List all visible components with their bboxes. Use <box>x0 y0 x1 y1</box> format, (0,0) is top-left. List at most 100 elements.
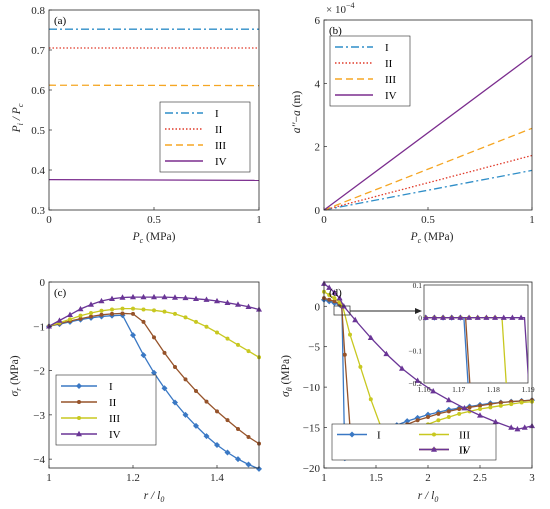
panel-1-ytick-label: 2 <box>315 142 321 154</box>
panel-3-series-2-point <box>498 403 503 408</box>
panel-1-xtick-label: 0 <box>321 214 327 226</box>
inset-series-3-point <box>457 314 464 320</box>
panel-3-series-3-point <box>477 412 483 418</box>
panel-2-series-1-point <box>162 350 167 355</box>
panel-3-legend-label: I <box>377 430 381 442</box>
panel-2-series-2-point <box>204 324 209 329</box>
panel-2-series-3-point <box>203 296 210 302</box>
panel-b-ylabel: a''−a (m) <box>291 91 303 134</box>
panel-3-legend-label: III <box>459 430 470 442</box>
inset-series-3-point <box>483 314 490 320</box>
panel-2-series-1-point <box>183 377 188 382</box>
panel-1-xtick-label: 1 <box>529 214 535 226</box>
panel-2-series-3-point <box>88 301 94 307</box>
panel-1-series-3-line <box>324 54 532 210</box>
panel-2-series-3-point <box>235 301 241 307</box>
panel-2-series-3-point <box>161 293 168 300</box>
panel-3-series-1-point <box>467 405 472 410</box>
panel-3-legend-marker <box>349 431 355 438</box>
panel-3-series-2-point <box>457 411 462 416</box>
panel-2-series-0-point <box>130 332 136 339</box>
panel-3-series-2-point <box>348 332 352 337</box>
panel-2-series-1-point <box>236 427 240 432</box>
panel-3-label: (d) <box>329 287 342 299</box>
panel-0-legend-label: I <box>215 108 219 120</box>
panel-2-series-2-point <box>89 311 93 315</box>
panel-2-series-0-point <box>140 352 147 359</box>
panel-2-series-1-point <box>89 314 93 319</box>
panel-2-series-3-point <box>77 305 84 312</box>
inset-series-3-point <box>492 314 499 320</box>
panel-3-series-1-point <box>415 418 420 423</box>
panel-3-series-1-point <box>332 299 337 304</box>
panel-3-series-2-point <box>368 397 373 402</box>
panel-3-ytick-label: −10 <box>303 382 321 394</box>
panel-3-ytick-label: −5 <box>308 342 320 354</box>
panel-0-series-3-line <box>49 178 259 182</box>
panel-1-series-0-line <box>324 169 532 210</box>
panel-2-series-2-point <box>183 315 188 320</box>
inset-ytick-label: −0.1 <box>408 346 422 355</box>
inset-xtick-label: 1.18 <box>487 385 500 394</box>
panel-2-series-3-point <box>56 317 63 323</box>
zoom-arrow-head <box>415 308 422 314</box>
panel-3-series-3-point <box>508 424 515 430</box>
panel-2-legend-marker <box>77 416 81 420</box>
panel-3-series-2-point <box>358 364 363 369</box>
panel-2-legend-label: III <box>109 413 120 425</box>
panel-2-series-2-point <box>131 306 135 311</box>
panel-3-series-1-point <box>436 411 441 416</box>
panel-3-series-3-point <box>414 377 421 383</box>
inset-xtick-label: 1.17 <box>452 385 465 394</box>
panel-2-series-2-point <box>194 319 198 324</box>
panel-2-series-2-point <box>246 349 251 354</box>
inset-xtick-label: 1.16 <box>417 385 430 394</box>
inset-ytick-label: −0.2 <box>408 379 422 388</box>
panel-3-legend-marker <box>431 446 437 452</box>
panel-2-series-2-point <box>78 313 83 318</box>
panel-1-legend-label: I <box>385 42 389 54</box>
panel-0-xtick-label: 0 <box>46 214 52 226</box>
chart-panel-d: σθ (MPa) r / l0 1 1.5 2 2.5 3 0 −5 −10 −15 −20 (d)… <box>280 280 535 504</box>
inset-series-3-point <box>431 314 438 320</box>
inset-series-3-point <box>509 314 516 320</box>
panel-2-series-2-point <box>225 336 230 341</box>
panel-2-series-2-point <box>152 308 156 313</box>
panel-0-xtick-label: 1 <box>256 214 262 226</box>
panel-b-xlabel: Pc (MPa) <box>410 231 454 245</box>
chart-panel-c: σr (MPa) r / l0 1 1.2 1.40−1−2−3−4(c)IIIII… <box>9 277 262 504</box>
panel-3-series-2-point <box>327 292 332 297</box>
panel-2-legend-label: I <box>109 381 113 393</box>
panel-2-series-3-point <box>140 293 147 300</box>
panel-c-xlabel: r / l0 <box>144 490 165 504</box>
panel-2-series-0-point <box>214 441 220 448</box>
panel-0-ytick-label: 0.3 <box>31 205 45 217</box>
panel-2-series-3-point <box>182 294 189 301</box>
panel-3-series-1-point <box>498 400 503 405</box>
panel-2-series-1-point <box>99 312 104 317</box>
panel-2-series-3-point <box>193 295 199 302</box>
panel-3-series-1-point <box>446 409 451 414</box>
panel-3-series-1-point <box>426 415 430 420</box>
panel-1-ytick-label: 0 <box>315 205 321 217</box>
inset-ytick-label: 0 <box>418 314 422 323</box>
panel-2-series-0-point <box>172 399 178 406</box>
panel-2-series-1-point <box>204 399 209 404</box>
panel-2-legend-label: II <box>109 397 117 409</box>
panel-2-series-3-point <box>98 297 105 304</box>
panel-2-series-1-point <box>246 435 251 439</box>
panel-3-xtick-label: 3 <box>529 472 535 484</box>
panel-3-series-1-point <box>327 297 332 302</box>
inset-series-3-point <box>422 314 429 320</box>
panel-d-xlabel: r / l0 <box>418 490 439 504</box>
panel-2-series-1-point <box>110 311 114 316</box>
panel-3-series-3-point <box>336 294 343 301</box>
panel-2-series-3-point <box>224 299 231 306</box>
panel-2-ytick-label: −3 <box>33 410 45 422</box>
panel-2-legend-label: IV <box>109 429 121 441</box>
panel-0-legend-label: III <box>215 140 226 152</box>
inset-ytick-label: 0.1 <box>413 281 423 290</box>
panel-3-xtick-label: 1 <box>321 472 327 484</box>
panel-1-label: (b) <box>329 25 342 37</box>
